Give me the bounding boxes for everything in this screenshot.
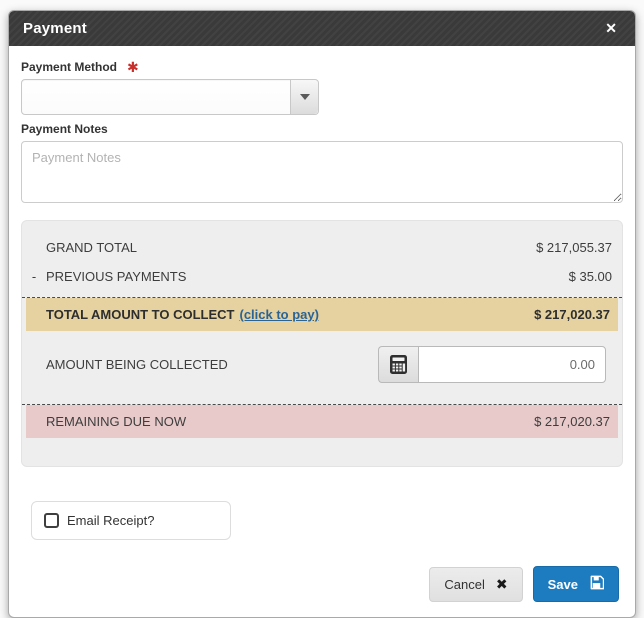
payment-method-label: Payment Method ✱ xyxy=(21,60,623,74)
close-icon[interactable]: ✕ xyxy=(601,19,621,37)
payment-method-label-text: Payment Method xyxy=(21,60,118,74)
dropdown-toggle[interactable] xyxy=(290,80,318,114)
calculator-icon[interactable] xyxy=(378,346,418,383)
cancel-button[interactable]: Cancel ✖ xyxy=(429,566,523,602)
floppy-disk-icon xyxy=(589,575,605,593)
chevron-down-icon xyxy=(299,94,310,100)
total-to-collect-label-text: TOTAL AMOUNT TO COLLECT xyxy=(46,307,235,322)
cancel-button-label: Cancel xyxy=(444,576,485,592)
amount-input-group xyxy=(378,346,606,383)
grand-total-label: GRAND TOTAL xyxy=(46,240,138,255)
email-receipt-option[interactable]: Email Receipt? xyxy=(31,501,231,540)
cancel-x-icon: ✖ xyxy=(495,575,508,592)
previous-payments-row: - PREVIOUS PAYMENTS $ 35.00 xyxy=(22,262,622,291)
modal-body: Payment Method ✱ Payment Notes GRAND TOT… xyxy=(9,46,635,540)
total-to-collect-value: $ 217,020.37 xyxy=(534,307,610,322)
email-receipt-checkbox[interactable] xyxy=(44,513,59,528)
modal-title: Payment xyxy=(23,19,87,37)
email-receipt-label: Email Receipt? xyxy=(67,513,155,528)
payment-notes-label: Payment Notes xyxy=(21,122,108,136)
payment-method-select[interactable] xyxy=(21,79,319,115)
amount-being-collected-row: AMOUNT BEING COLLECTED xyxy=(22,331,622,398)
dashed-divider xyxy=(22,404,622,405)
grand-total-value: $ 217,055.37 xyxy=(536,240,612,255)
dashed-divider xyxy=(22,297,622,298)
payment-notes-input[interactable] xyxy=(21,141,623,203)
click-to-pay-link[interactable]: (click to pay) xyxy=(239,307,319,322)
minus-sign: - xyxy=(31,269,37,284)
total-to-collect-label: TOTAL AMOUNT TO COLLECT (click to pay) xyxy=(46,307,534,322)
amount-being-collected-label: AMOUNT BEING COLLECTED xyxy=(46,357,228,372)
previous-payments-label: PREVIOUS PAYMENTS xyxy=(46,269,187,284)
remaining-due-value: $ 217,020.37 xyxy=(534,414,610,429)
required-asterisk-icon: ✱ xyxy=(127,59,139,75)
grand-total-row: GRAND TOTAL $ 217,055.37 xyxy=(22,233,622,262)
remaining-due-row: REMAINING DUE NOW $ 217,020.37 xyxy=(26,405,618,438)
remaining-due-label: REMAINING DUE NOW xyxy=(46,414,187,429)
amount-being-collected-input[interactable] xyxy=(418,346,606,383)
payment-summary-panel: GRAND TOTAL $ 217,055.37 - PREVIOUS PAYM… xyxy=(21,220,623,467)
modal-footer: Cancel ✖ Save xyxy=(9,540,635,617)
modal-header: Payment ✕ xyxy=(9,11,635,46)
payment-method-selected-value xyxy=(22,80,318,89)
total-to-collect-row: TOTAL AMOUNT TO COLLECT (click to pay) $ … xyxy=(26,298,618,331)
previous-payments-value: $ 35.00 xyxy=(568,269,612,284)
save-button-label: Save xyxy=(547,576,578,592)
save-button[interactable]: Save xyxy=(532,566,619,602)
payment-modal: Payment ✕ Payment Method ✱ Payment Notes… xyxy=(8,10,636,618)
